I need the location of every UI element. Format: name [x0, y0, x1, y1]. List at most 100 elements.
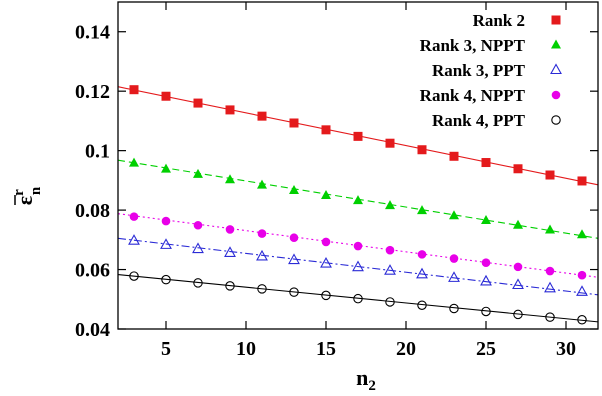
legend-marker: [551, 15, 561, 25]
data-point: [385, 245, 395, 255]
data-point: [129, 85, 139, 95]
data-point: [289, 233, 299, 243]
data-point: [353, 195, 363, 205]
data-point: [129, 212, 139, 221]
data-point: [129, 157, 139, 167]
data-point: [449, 303, 459, 314]
x-tick-label: 10: [236, 338, 256, 360]
legend-label: Rank 4, NPPT: [420, 86, 526, 105]
data-point: [321, 125, 331, 135]
y-tick-label: 0.04: [75, 319, 110, 341]
y-tick-label: 0.08: [75, 200, 110, 222]
legend-marker: [550, 63, 562, 75]
data-point: [417, 250, 427, 259]
data-point: [480, 274, 492, 286]
y-tick-label: 0.12: [75, 81, 110, 103]
y-tick-label: 0.06: [75, 260, 110, 282]
data-point: [193, 168, 203, 178]
data-point: [353, 131, 363, 141]
data-point: [449, 151, 459, 161]
data-point: [417, 300, 427, 310]
data-point: [129, 271, 139, 281]
data-point: [513, 262, 523, 272]
data-point: [481, 306, 491, 317]
legend: Rank 2 Rank 3, NPPT Rank 3, PPT Rank 4, NPP…: [420, 11, 562, 130]
data-point: [288, 253, 300, 265]
legend-label: Rank 4, PPT: [432, 111, 526, 130]
data-point: [449, 254, 459, 263]
data-point: [257, 229, 267, 238]
y-axis-title-sup: r: [11, 189, 27, 196]
data-point: [256, 249, 268, 261]
data-point: [225, 174, 235, 184]
data-points: [128, 85, 588, 325]
legend-label: Rank 2: [473, 11, 525, 30]
data-point: [161, 216, 171, 226]
data-point: [481, 158, 491, 168]
legend-marker: [551, 39, 561, 49]
x-tick-label: 30: [556, 338, 576, 360]
data-point: [257, 179, 267, 189]
data-point: [128, 234, 140, 245]
data-point: [481, 214, 491, 224]
data-point: [353, 293, 363, 304]
x-axis-title-base: n: [356, 365, 368, 390]
data-point: [545, 224, 555, 234]
data-point: [417, 145, 427, 155]
plot-frame: [117, 1, 599, 330]
y-axis-title-sub: n: [28, 186, 44, 195]
data-point: [257, 284, 267, 294]
data-point: [448, 271, 460, 282]
data-point: [512, 278, 524, 290]
data-point: [289, 118, 299, 128]
fit-line: [117, 274, 599, 323]
data-point: [320, 256, 332, 268]
legend-label: Rank 3, NPPT: [420, 36, 526, 55]
data-point: [161, 163, 171, 173]
data-point: [321, 290, 331, 301]
data-point: [161, 91, 171, 101]
data-point: [385, 200, 395, 210]
data-point: [193, 278, 203, 288]
data-point: [384, 264, 396, 275]
data-point: [321, 190, 331, 200]
y-axis-title-base: ε: [12, 196, 37, 205]
y-axis-ticks: 0.04 0.06 0.08 0.1 0.12 0.14: [75, 22, 598, 341]
data-point: [257, 111, 267, 121]
y-tick-label: 0.14: [75, 22, 110, 44]
data-point: [193, 98, 203, 108]
data-point: [545, 170, 555, 180]
data-point: [513, 164, 523, 174]
data-point: [192, 242, 204, 254]
data-point: [545, 312, 555, 322]
svg-text:εrn: εrn: [11, 186, 44, 205]
data-point: [576, 285, 588, 296]
data-point: [577, 176, 587, 186]
legend-label: Rank 3, PPT: [432, 61, 526, 80]
x-axis-ticks: 5 10 15 20 25 30: [161, 2, 576, 360]
legend-marker: [551, 90, 561, 100]
data-point: [481, 258, 491, 268]
x-axis-title: n2: [356, 365, 376, 394]
data-point: [417, 205, 427, 215]
legend-marker: [551, 115, 561, 125]
data-point: [225, 281, 235, 291]
data-point: [577, 229, 587, 239]
data-point: [416, 267, 428, 279]
data-point: [513, 309, 523, 320]
x-tick-label: 5: [161, 338, 171, 360]
y-tick-label: 0.1: [85, 141, 110, 163]
x-tick-label: 25: [476, 338, 496, 360]
data-point: [449, 210, 459, 220]
data-point: [385, 138, 395, 148]
data-point: [544, 281, 556, 293]
x-tick-label: 15: [316, 338, 336, 360]
data-point: [193, 220, 203, 230]
data-point: [385, 297, 395, 307]
data-point: [224, 246, 236, 257]
x-axis-title-sub: 2: [368, 378, 376, 394]
data-point: [577, 270, 587, 280]
data-point: [161, 274, 171, 285]
x-tick-label: 20: [396, 338, 416, 360]
